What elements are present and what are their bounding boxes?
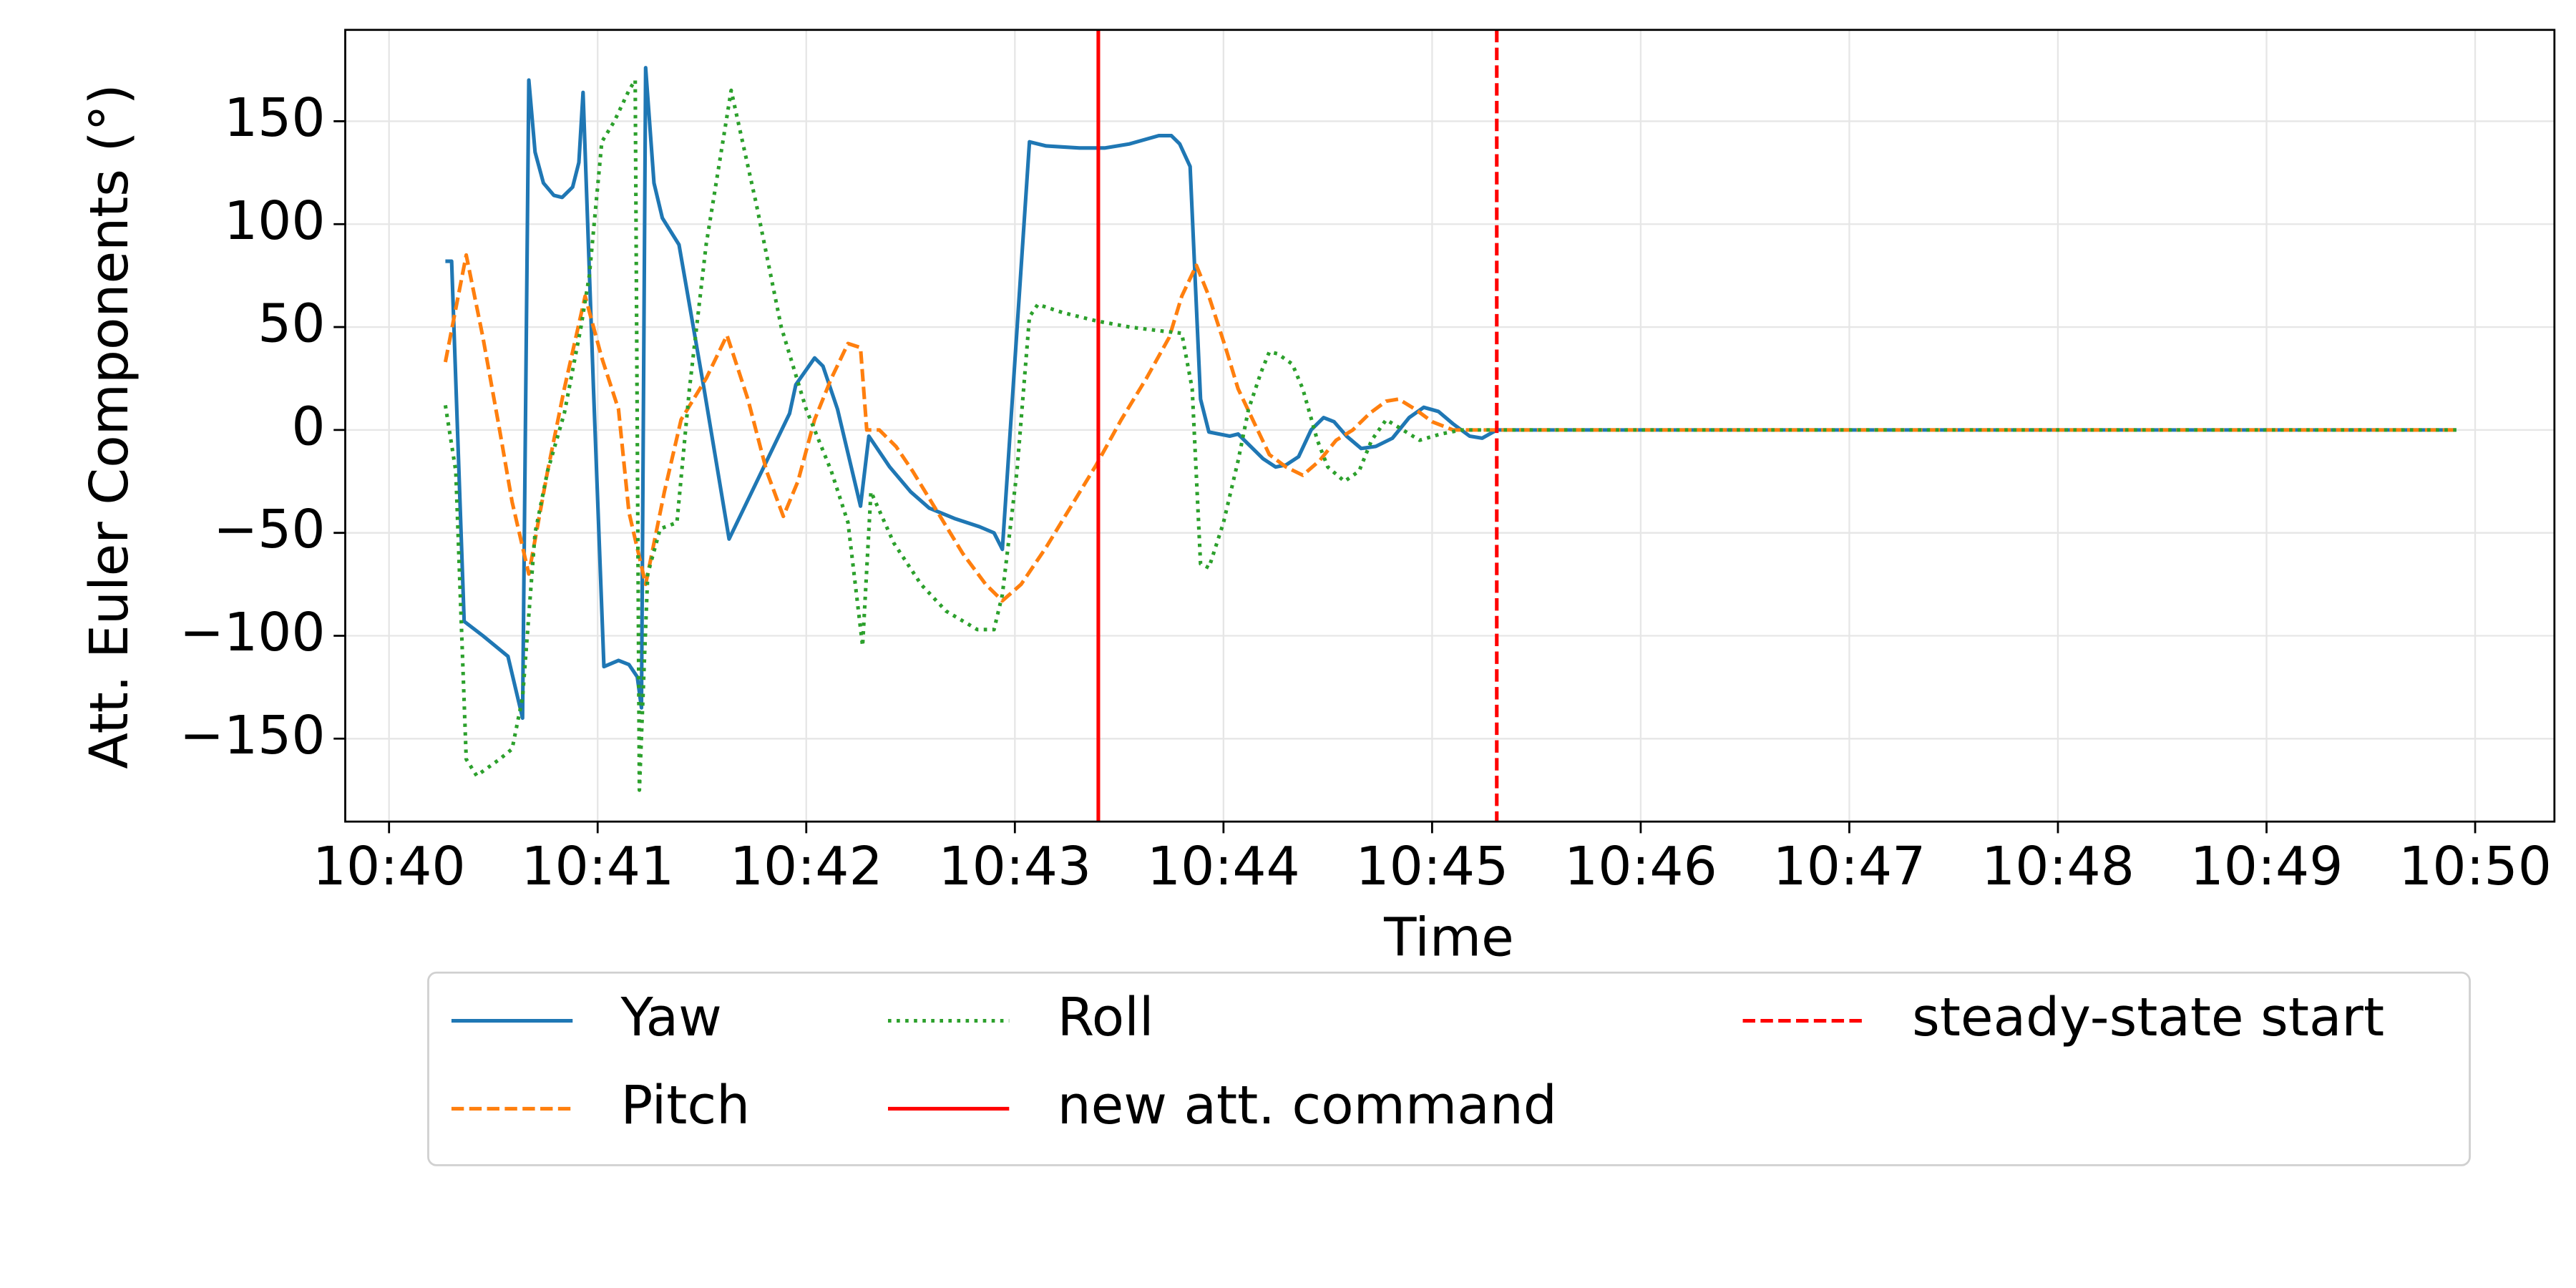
x-axis-label: Time: [1383, 907, 1514, 969]
plot-frame: [344, 29, 2556, 823]
x-tick-label: 10:47: [1773, 835, 1926, 897]
y-tick-label: 0: [291, 395, 325, 457]
x-tick-label: 10:44: [1147, 835, 1300, 897]
y-tick-label: −100: [180, 601, 326, 663]
series-line: [443, 78, 2457, 792]
y-tick-label: 50: [258, 293, 325, 355]
x-tick-label: 10:46: [1564, 835, 1717, 897]
x-tick-label: 10:45: [1355, 835, 1508, 897]
series-line: [443, 253, 2457, 603]
legend-label: Pitch: [621, 1074, 751, 1136]
x-tick-label: 10:43: [938, 835, 1091, 897]
y-axis-label: Att. Euler Components (°): [78, 84, 140, 769]
legend-box: [427, 971, 2471, 1166]
y-tick-label: −50: [213, 498, 326, 560]
x-tick-label: 10:50: [2399, 835, 2552, 897]
legend-label: Roll: [1058, 986, 1154, 1048]
x-tick-label: 10:41: [521, 835, 674, 897]
y-tick-label: −150: [180, 704, 326, 766]
legend-label: steady-state start: [1912, 986, 2384, 1048]
legend-label: Yaw: [620, 986, 722, 1048]
x-tick-label: 10:42: [730, 835, 883, 897]
legend-label: new att. command: [1058, 1074, 1557, 1136]
y-tick-label: 150: [224, 87, 326, 149]
x-tick-label: 10:48: [1981, 835, 2135, 897]
x-tick-label: 10:40: [313, 835, 466, 897]
x-tick-label: 10:49: [2190, 835, 2343, 897]
legend: Yaw Pitch Roll new att. command steady-state…: [427, 971, 2471, 1166]
series-line: [445, 66, 2457, 721]
y-tick-label: 100: [224, 190, 326, 252]
